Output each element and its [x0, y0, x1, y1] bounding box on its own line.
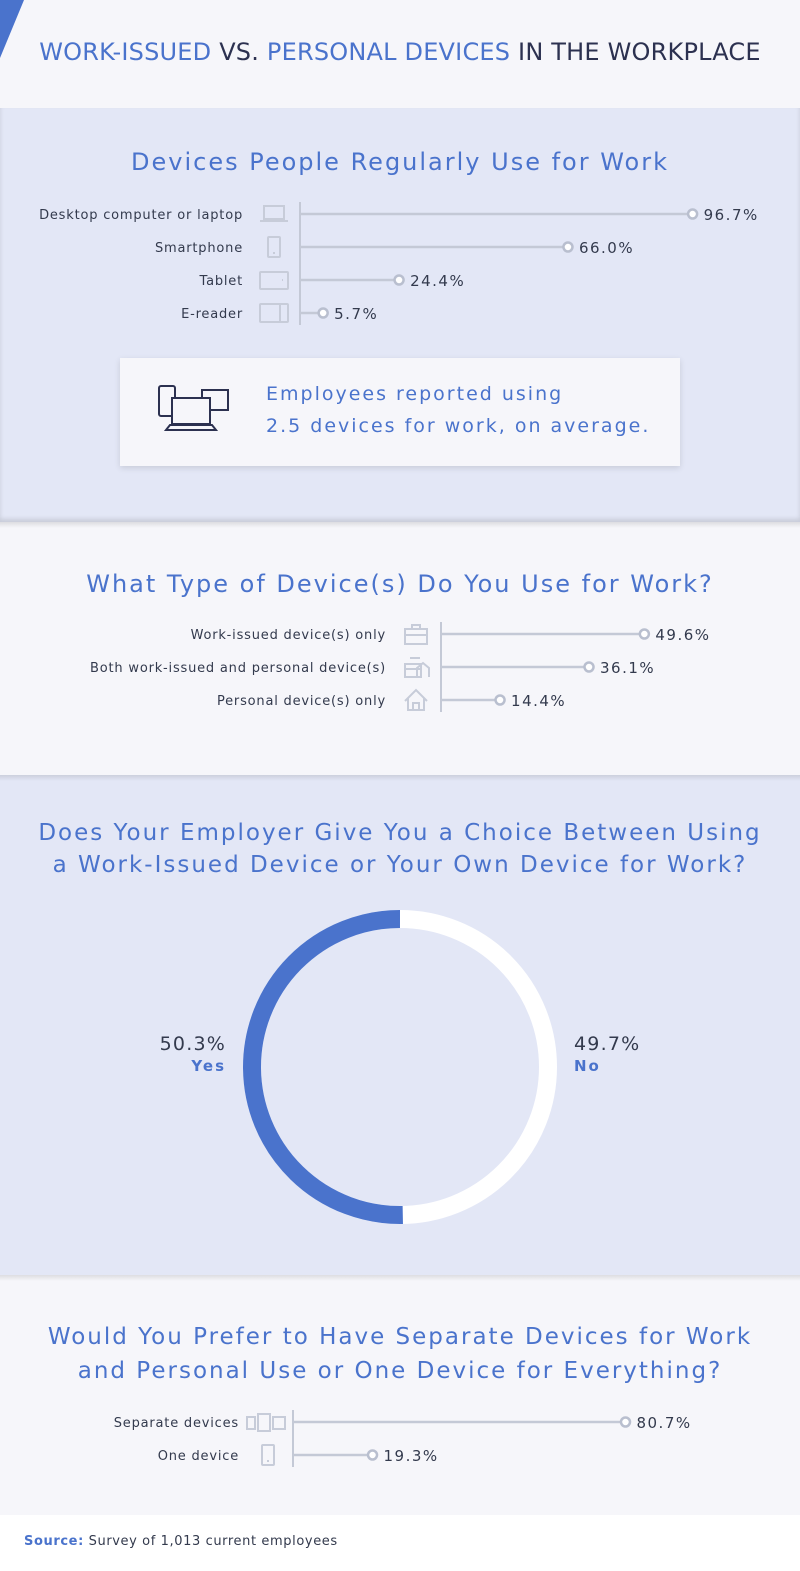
bar-value-label: 19.3%: [384, 1447, 439, 1465]
bar-end-marker: [638, 628, 651, 640]
briefcase-icon: [404, 624, 428, 645]
bar-row: Work-issued device(s) only 49.6%: [191, 624, 710, 645]
bar-row: Separate devices 80.7%: [114, 1413, 691, 1432]
section-devices-used: Devices People Regularly Use for Work De…: [0, 108, 800, 522]
bar-row: Smartphone 66.0%: [155, 236, 634, 258]
bar-value-label: 49.6%: [655, 626, 710, 644]
header: WORK-ISSUED VS. PERSONAL DEVICES IN THE …: [0, 0, 800, 108]
bar-end-marker: [317, 307, 329, 319]
bar-value-label: 36.1%: [600, 659, 655, 677]
bar-category-label: Separate devices: [114, 1416, 239, 1431]
title-vs: VS.: [211, 38, 267, 66]
bar-end-marker: [583, 661, 595, 673]
section-device-type: What Type of Device(s) Do You Use for Wo…: [0, 522, 800, 775]
source-label: Source:: [24, 1534, 84, 1549]
title-highlight-personal: PERSONAL DEVICES: [266, 38, 511, 66]
house-icon: [404, 688, 428, 711]
bar-category-label: Tablet: [198, 274, 243, 289]
bar-value-label: 96.7%: [704, 206, 759, 224]
yes-percent: 50.3%: [159, 1033, 226, 1055]
source-note: Source: Survey of 1,013 current employee…: [24, 1534, 338, 1549]
section-title: What Type of Device(s) Do You Use for Wo…: [86, 570, 714, 598]
section-title-line-2: and Personal Use or One Device for Every…: [77, 1358, 723, 1384]
title-highlight-work-issued: WORK-ISSUED: [39, 38, 212, 66]
donut-label-no: 49.7% No: [574, 1033, 664, 1075]
smartphone-icon: [267, 236, 281, 258]
bar-value-label: 24.4%: [410, 272, 465, 290]
section-title: Devices People Regularly Use for Work: [131, 148, 669, 176]
section-shadow: [0, 775, 800, 781]
title-suffix: IN THE WORKPLACE: [510, 38, 761, 66]
bar-category-label: Smartphone: [155, 241, 243, 256]
callout-text: Employees reported using 2.5 devices for…: [266, 378, 666, 442]
section-title-line-1: Does Your Employer Give You a Choice Bet…: [38, 820, 762, 846]
section-shadow: [0, 522, 800, 528]
bar-category-label: Both work-issued and personal device(s): [90, 661, 386, 676]
bar-end-marker: [393, 274, 405, 286]
devices-icon: [158, 385, 229, 431]
bar-category-label: Personal device(s) only: [217, 694, 386, 709]
multiple-devices-icon: [246, 1413, 286, 1432]
yes-label: Yes: [191, 1057, 226, 1075]
bar-row: Tablet 24.4%: [198, 271, 465, 290]
callout-line-1: Employees reported using: [266, 383, 564, 405]
source-text: Survey of 1,013 current employees: [83, 1534, 338, 1549]
preference-bar-chart: Separate devices 80.7% One device 19.3%: [114, 1410, 691, 1467]
bar-category-label: Work-issued device(s) only: [191, 628, 386, 643]
footer: Source: Survey of 1,013 current employee…: [0, 1515, 800, 1571]
bar-row: Desktop computer or laptop 96.7%: [39, 205, 759, 224]
bar-row: Both work-issued and personal device(s) 3…: [90, 657, 655, 678]
device-type-bar-chart: Work-issued device(s) only 49.6%Both work…: [90, 622, 710, 712]
section-shadow: [0, 1275, 800, 1281]
corner-accent: [0, 0, 24, 58]
bar-category-label: One device: [158, 1449, 239, 1464]
bar-end-marker: [366, 1449, 379, 1461]
page-title: WORK-ISSUED VS. PERSONAL DEVICES IN THE …: [0, 38, 800, 66]
bar-category-label: Desktop computer or laptop: [39, 208, 243, 223]
no-label: No: [574, 1057, 601, 1075]
bar-value-label: 14.4%: [511, 692, 566, 710]
tablet-icon: [259, 271, 289, 290]
section-title-line-1: Would You Prefer to Have Separate Device…: [47, 1324, 753, 1350]
average-devices-callout: Employees reported using 2.5 devices for…: [120, 358, 680, 466]
donut-slice-yes: [243, 910, 403, 1224]
bar-category-label: E-reader: [181, 307, 243, 322]
section-employer-choice: Does Your Employer Give You a Choice Bet…: [0, 775, 800, 1275]
section-device-preference: Would You Prefer to Have Separate Device…: [0, 1275, 800, 1515]
bar-row: E-reader 5.7%: [181, 303, 378, 323]
bar-value-label: 66.0%: [579, 239, 634, 257]
bar-row: Personal device(s) only 14.4%: [217, 688, 566, 711]
laptop-icon: [260, 205, 288, 222]
single-device-icon: [261, 1444, 275, 1466]
section-title-line-2: a Work-Issued Device or Your Own Device …: [52, 852, 748, 878]
bar-row: One device 19.3%: [158, 1444, 439, 1466]
bar-end-marker: [686, 208, 699, 220]
donut-label-yes: 50.3% Yes: [156, 1033, 226, 1075]
bar-value-label: 5.7%: [334, 305, 378, 323]
choice-donut-chart: [243, 910, 557, 1224]
briefcase-home-icon: [404, 657, 430, 678]
bar-end-marker: [494, 694, 506, 706]
callout-line-2: 2.5 devices for work, on average.: [266, 415, 651, 437]
devices-bar-chart: Desktop computer or laptop 96.7% Smartphon…: [39, 202, 759, 325]
ereader-icon: [259, 303, 289, 323]
no-percent: 49.7%: [574, 1033, 641, 1055]
bar-end-marker: [619, 1416, 632, 1428]
bar-value-label: 80.7%: [636, 1414, 691, 1432]
bar-end-marker: [562, 241, 574, 253]
